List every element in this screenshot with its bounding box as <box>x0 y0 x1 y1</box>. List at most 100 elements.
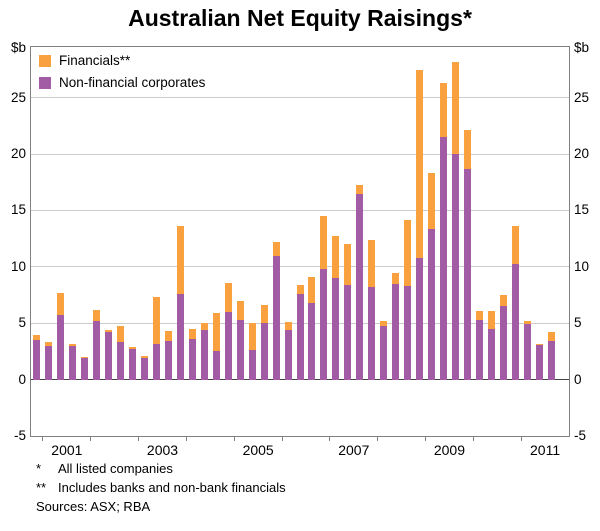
bar-financial-2004-Q2 <box>200 323 208 331</box>
bar-financial-2002-Q4 <box>129 346 137 350</box>
y-tick-label-left-20: 20 <box>10 146 26 162</box>
plot-area: Financials** Non-financial corporates <box>30 46 570 437</box>
bar-financial-2009-Q2 <box>439 83 447 138</box>
bar-financial-2005-Q3 <box>260 305 268 324</box>
legend-swatch-financials-icon <box>39 54 51 67</box>
bar-financial-2008-Q3 <box>404 219 412 287</box>
bar-financial-2008-Q1 <box>380 321 388 326</box>
x-axis-label-2005: 2005 <box>242 442 274 458</box>
bar-nonfinancial-2005-Q2 <box>248 350 256 380</box>
bar-financial-2011-Q2 <box>535 343 543 345</box>
bar-nonfinancial-2009-Q2 <box>439 137 447 380</box>
bar-nonfinancial-2001-Q2 <box>57 315 65 380</box>
bar-nonfinancial-2003-Q3 <box>164 341 172 380</box>
x-tick-2011 <box>520 437 522 441</box>
y-tick-label-left-15: 15 <box>10 202 26 218</box>
bar-nonfinancial-2003-Q1 <box>141 358 149 380</box>
bar-financial-2010-Q2 <box>487 310 495 329</box>
y-tick-label-right-20: 20 <box>574 146 590 162</box>
x-tick-2001 <box>42 437 44 441</box>
y-tick-label-right-15: 15 <box>574 202 590 218</box>
bar-financial-2003-Q3 <box>164 331 172 342</box>
bar-financial-2011-Q3 <box>547 332 555 342</box>
bar-nonfinancial-2007-Q2 <box>344 284 352 380</box>
grid-line-15 <box>31 209 569 211</box>
footnote-1-marker: * <box>36 461 42 476</box>
bar-financial-2005-Q4 <box>272 242 280 256</box>
bar-nonfinancial-2006-Q1 <box>284 330 292 380</box>
x-tick-2008 <box>377 437 379 441</box>
bar-financial-2003-Q2 <box>153 297 161 344</box>
x-tick-2007 <box>329 437 331 441</box>
bar-financial-2001-Q4 <box>81 357 89 359</box>
bar-nonfinancial-2003-Q2 <box>153 343 161 380</box>
bar-financial-2010-Q3 <box>499 295 507 307</box>
bar-nonfinancial-2004-Q3 <box>212 351 220 380</box>
chart-legend: Financials** Non-financial corporates <box>39 53 205 97</box>
x-tick-2002 <box>90 437 92 441</box>
bar-nonfinancial-2009-Q3 <box>451 154 459 380</box>
bar-nonfinancial-2008-Q3 <box>404 286 412 380</box>
bar-nonfinancial-2011-Q3 <box>547 341 555 380</box>
x-axis-label-2007: 2007 <box>338 442 370 458</box>
bar-financial-2002-Q1 <box>93 309 101 321</box>
footnote-1-text: All listed companies <box>58 461 173 476</box>
footnote-1: * All listed companies <box>36 461 173 476</box>
x-axis-label-2001: 2001 <box>51 442 83 458</box>
bar-nonfinancial-2009-Q1 <box>428 228 435 380</box>
bar-nonfinancial-2002-Q4 <box>129 349 137 380</box>
bar-nonfinancial-2011-Q2 <box>535 344 543 380</box>
bar-financial-2004-Q1 <box>188 328 196 340</box>
bar-nonfinancial-2001-Q3 <box>69 345 77 380</box>
legend-item-financials: Financials** <box>39 53 205 68</box>
legend-label-nonfinancials: Non-financial corporates <box>59 75 206 90</box>
bar-financial-2010-Q1 <box>475 310 483 320</box>
bar-financial-2001-Q3 <box>69 343 77 346</box>
grid-line-10 <box>31 266 569 268</box>
bar-nonfinancial-2010-Q1 <box>475 319 483 380</box>
bar-financial-2007-Q1 <box>332 236 340 279</box>
bar-nonfinancial-2005-Q4 <box>272 255 280 380</box>
bar-nonfinancial-2002-Q1 <box>93 321 101 380</box>
bar-financial-2008-Q2 <box>392 272 400 284</box>
bar-financial-2004-Q3 <box>212 313 220 352</box>
bar-financial-2006-Q2 <box>296 284 304 294</box>
bar-financial-2005-Q2 <box>248 323 256 351</box>
bar-nonfinancial-2004-Q4 <box>224 311 232 380</box>
x-tick-2004 <box>185 437 187 441</box>
bar-nonfinancial-2008-Q4 <box>416 257 424 380</box>
bar-nonfinancial-2000-Q4 <box>33 340 41 380</box>
bar-nonfinancial-2002-Q2 <box>105 332 113 380</box>
y-tick-label-right--5: -5 <box>574 428 587 443</box>
y-tick-label-left-10: 10 <box>10 258 26 274</box>
y-tick-label-left--5: -5 <box>13 428 26 443</box>
y-tick-label-right-0: 0 <box>574 371 582 387</box>
x-tick-2005 <box>233 437 235 441</box>
x-tick-2009 <box>425 437 427 441</box>
bar-nonfinancial-2003-Q4 <box>176 293 184 380</box>
bar-nonfinancial-2006-Q4 <box>320 269 328 380</box>
bar-nonfinancial-2005-Q1 <box>236 319 244 380</box>
x-axis-label-2009: 2009 <box>433 442 466 458</box>
bar-nonfinancial-2010-Q4 <box>511 263 519 380</box>
bar-financial-2002-Q2 <box>105 330 113 333</box>
bar-financial-2009-Q1 <box>428 173 435 229</box>
bar-financial-2007-Q3 <box>356 184 364 194</box>
bar-financial-2003-Q4 <box>176 226 184 294</box>
bar-nonfinancial-2008-Q1 <box>380 325 388 380</box>
y-tick-label-left-25: 25 <box>10 89 26 105</box>
bar-nonfinancial-2010-Q3 <box>499 306 507 380</box>
bar-nonfinancial-2006-Q3 <box>308 302 316 380</box>
bar-nonfinancial-2004-Q1 <box>188 339 196 380</box>
footnote-2-text: Includes banks and non-bank financials <box>58 480 286 495</box>
y-tick-label-right-5: 5 <box>574 315 582 331</box>
bar-nonfinancial-2005-Q3 <box>260 323 268 380</box>
bar-financial-2004-Q4 <box>224 282 232 312</box>
y-tick-label-right-25: 25 <box>574 89 590 105</box>
legend-label-financials: Financials** <box>59 53 131 68</box>
bar-financial-2000-Q4 <box>33 334 41 341</box>
legend-item-nonfinancials: Non-financial corporates <box>39 75 205 90</box>
legend-swatch-nonfinancials-icon <box>39 76 51 89</box>
bar-financial-2011-Q1 <box>523 321 531 325</box>
